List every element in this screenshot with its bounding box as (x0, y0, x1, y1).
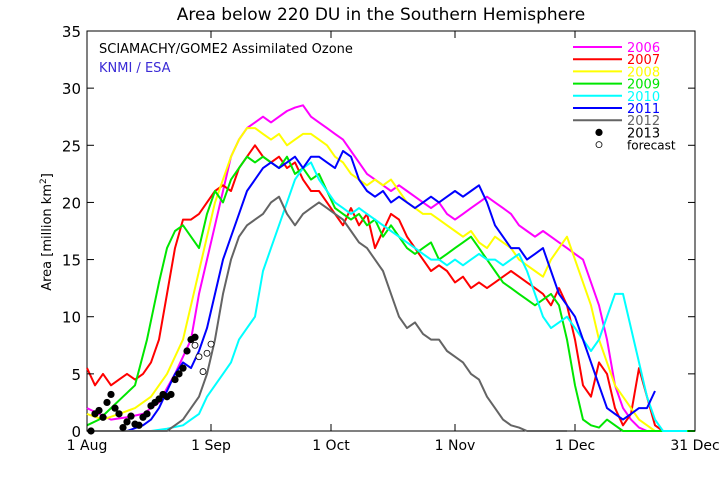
series-line-2011 (87, 150, 656, 432)
series-line-2012 (87, 195, 567, 432)
plot-border (86, 30, 696, 432)
observation-point (191, 333, 199, 341)
series-line-2009 (86, 155, 695, 432)
observation-point (143, 410, 151, 418)
y-axis-label-close: ] (40, 173, 55, 178)
observation-point (123, 418, 131, 426)
forecast-point (203, 349, 211, 357)
chart-title: Area below 220 DU in the Southern Hemisp… (177, 5, 585, 25)
x-tick-label: 1 Dec (555, 438, 595, 454)
y-tick-label: 30 (62, 80, 81, 98)
observation-point (99, 413, 107, 421)
forecast-point (191, 341, 199, 349)
x-tick-label: 1 Nov (435, 438, 476, 454)
series-line-2006 (86, 104, 695, 432)
y-axis-label-sup: 2 (39, 178, 49, 184)
legend-label-2012: 2012 (627, 114, 660, 129)
observation-point (103, 398, 111, 407)
series-lines (86, 104, 695, 432)
x-tick-label: 1 Sep (191, 438, 231, 454)
observation-point (135, 421, 143, 429)
observation-point (167, 390, 175, 399)
observation-point (107, 390, 115, 399)
forecast-point (195, 353, 203, 361)
observation-point (111, 404, 119, 412)
x-tick-label: 1 Aug (67, 438, 108, 454)
observation-points (87, 333, 215, 435)
legend-label-2008: 2008 (627, 65, 660, 80)
institution-annotation: KNMI / ESA (99, 61, 171, 76)
x-tick-label: 31 Dec (670, 438, 719, 454)
y-axis-label-bracket: [million km (40, 184, 55, 257)
y-tick-label: 10 (62, 309, 81, 327)
observation-point (127, 412, 135, 420)
axis-ticks: 0 5 10 15 20 25 30 35 1 Aug 1 Sep 1 Oct 1 Nov 1 Dec 3… (62, 23, 720, 454)
legend-label-2007: 2007 (627, 53, 660, 68)
legend-label-observed: 2013 (627, 126, 660, 141)
y-tick-label: 5 (71, 366, 81, 384)
legend-label-forecast: forecast (627, 139, 676, 153)
legend-marker-forecast (595, 141, 603, 149)
observation-point (179, 364, 187, 372)
legend-label-2006: 2006 (627, 41, 660, 56)
observation-point (171, 375, 179, 384)
y-axis-label-main: Area (40, 257, 55, 291)
observation-point (183, 347, 191, 355)
plot-frame (86, 30, 696, 432)
legend-label-2010: 2010 (627, 90, 660, 105)
y-tick-label: 20 (62, 194, 81, 212)
series-line-2007 (86, 144, 671, 432)
observation-point (119, 423, 127, 432)
y-tick-label: 35 (62, 23, 81, 41)
observation-point (115, 410, 123, 418)
legend-marker-observed (595, 128, 603, 136)
x-tick-label: 1 Oct (312, 438, 350, 454)
series-line-2010 (87, 161, 687, 432)
y-tick-label: 15 (62, 252, 81, 270)
forecast-point (207, 340, 215, 348)
y-tick-label: 25 (62, 137, 81, 155)
observation-point (95, 406, 103, 415)
legend-label-2011: 2011 (627, 102, 660, 117)
forecast-point (199, 368, 207, 375)
legend-label-2009: 2009 (627, 78, 660, 93)
y-axis-label: Area [million km2] (39, 173, 55, 291)
y-tick-label: 0 (71, 423, 81, 441)
instrument-annotation: SCIAMACHY/GOME2 Assimilated Ozone (99, 42, 353, 57)
observation-point (175, 370, 183, 378)
